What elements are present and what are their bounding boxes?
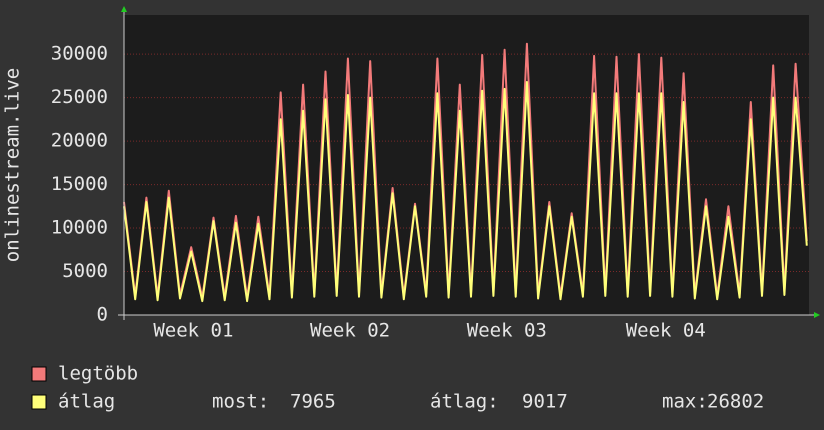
y-tick-label: 0 (97, 304, 108, 326)
y-axis-label: onlinestream.live (2, 68, 24, 262)
y-tick-label: 15000 (51, 173, 108, 195)
x-tick-label: Week 01 (153, 320, 233, 342)
y-tick-label: 5000 (62, 260, 108, 282)
x-tick-label: Week 04 (626, 320, 706, 342)
y-tick-label: 10000 (51, 217, 108, 239)
x-tick-label: Week 02 (310, 320, 390, 342)
arrow (814, 312, 820, 318)
x-tick-label: Week 03 (467, 320, 547, 342)
stat-label: átlag: (430, 391, 499, 413)
stat-value: 26802 (707, 391, 764, 413)
lines (123, 42, 808, 303)
legend: legtöbb átlag most: 7965 átlag: 9017 max: 26802 (31, 363, 764, 413)
stat-value: 7965 (290, 391, 336, 413)
legend-label: átlag (58, 391, 115, 413)
stat-label: max: (662, 391, 708, 413)
legend-swatch (31, 366, 47, 382)
arrow (121, 6, 127, 12)
stat-label: most: (212, 391, 269, 413)
stat-value: 9017 (522, 391, 568, 413)
plot-area (124, 15, 809, 315)
y-tick-label: 30000 (51, 43, 108, 65)
legend-swatch (31, 394, 47, 410)
series-line (123, 81, 808, 303)
y-tick-label: 20000 (51, 130, 108, 152)
y-tick-label: 25000 (51, 86, 108, 108)
legend-label: legtöbb (58, 363, 138, 385)
